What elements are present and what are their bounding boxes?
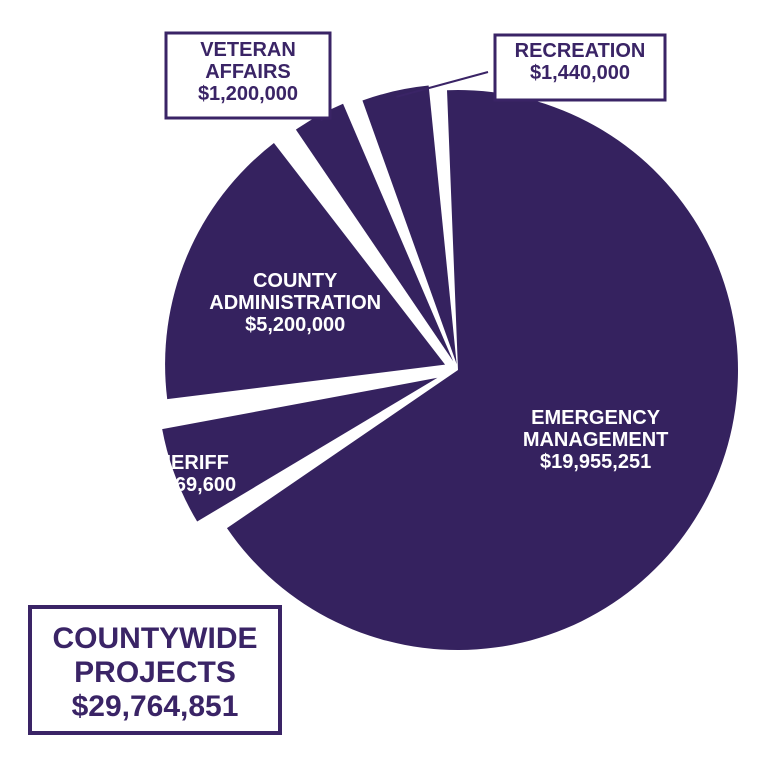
total-box: COUNTYWIDE PROJECTS $29,764,851	[28, 605, 282, 735]
slice-name-label: VETERAN	[200, 39, 296, 61]
slice-name-label: COUNTY	[253, 270, 338, 292]
total-value: $29,764,851	[72, 690, 239, 723]
callout-box	[164, 31, 332, 120]
pie-slice	[295, 103, 454, 362]
slice-value-label: $19,955,251	[540, 451, 651, 473]
slice-name-label: SHERIFF	[143, 452, 229, 474]
slice-name-label: EMERGENCY	[531, 407, 661, 429]
pie-slice	[226, 90, 738, 650]
slice-value-label: $5,200,000	[245, 314, 345, 336]
pie-slice	[162, 377, 438, 522]
pie-slices	[162, 85, 738, 650]
slice-name-label: RECREATION	[515, 40, 646, 62]
slice-name-label: AFFAIRS	[205, 61, 291, 83]
callout-leader-line	[396, 71, 489, 98]
slice-name-label: ADMINISTRATION	[209, 292, 381, 314]
slice-name-label: MANAGEMENT	[523, 429, 669, 451]
total-title-line-2: PROJECTS	[74, 656, 236, 689]
pie-slice	[165, 143, 446, 400]
callout-box	[493, 33, 667, 102]
pie-slice	[362, 85, 457, 365]
slice-labels: EMERGENCYMANAGEMENT$19,955,251SHERIFF$1,…	[136, 31, 669, 496]
slice-value-label: $1,440,000	[530, 62, 630, 84]
slice-value-label: $1,200,000	[198, 83, 298, 105]
total-title-line-1: COUNTYWIDE	[53, 622, 258, 655]
slice-value-label: $1,969,600	[136, 474, 236, 496]
